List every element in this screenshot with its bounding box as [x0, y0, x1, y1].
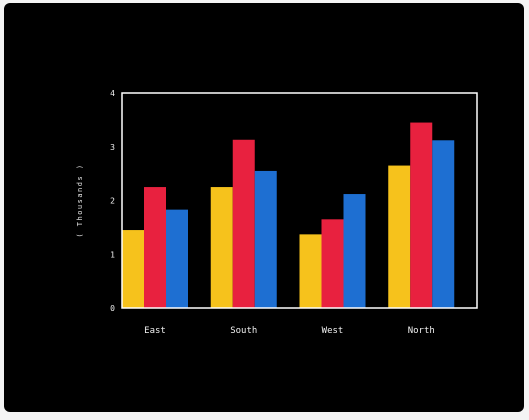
- bar-chart: 0 1 2 3 4 East South West North ( Thousands ): [76, 89, 478, 336]
- bar-north-series-1: [388, 165, 411, 308]
- y-axis: 0 1 2 3 4: [110, 89, 115, 313]
- bar-south-series-1: [210, 187, 233, 308]
- bar-north-series-2: [410, 122, 433, 308]
- y-axis-title: ( Thousands ): [76, 163, 84, 237]
- plot-frame: [121, 92, 478, 309]
- y-tick-label: 1: [110, 250, 115, 259]
- y-tick-label: 4: [110, 89, 115, 98]
- bar-west-series-3: [343, 194, 366, 308]
- x-axis: East South West North: [144, 326, 435, 336]
- x-category-label-north: North: [408, 326, 435, 336]
- y-tick-label: 0: [110, 304, 115, 313]
- bar-west-series-1: [299, 234, 322, 308]
- bar-north-series-3: [432, 140, 455, 308]
- x-category-label-west: West: [322, 326, 344, 336]
- chart-screen: 0 1 2 3 4 East South West North ( Thousands ): [4, 3, 524, 412]
- y-tick-label: 2: [110, 197, 115, 206]
- bar-west-series-2: [321, 219, 344, 308]
- bar-east-series-3: [166, 209, 188, 308]
- bar-south-series-3: [254, 170, 277, 308]
- bar-south-series-2: [232, 139, 255, 308]
- bar-east-series-2: [144, 187, 166, 308]
- y-tick-label: 3: [110, 143, 115, 152]
- x-category-label-south: South: [230, 326, 257, 336]
- bars-group: [122, 122, 455, 308]
- bar-east-series-1: [122, 230, 144, 308]
- x-category-label-east: East: [144, 326, 166, 336]
